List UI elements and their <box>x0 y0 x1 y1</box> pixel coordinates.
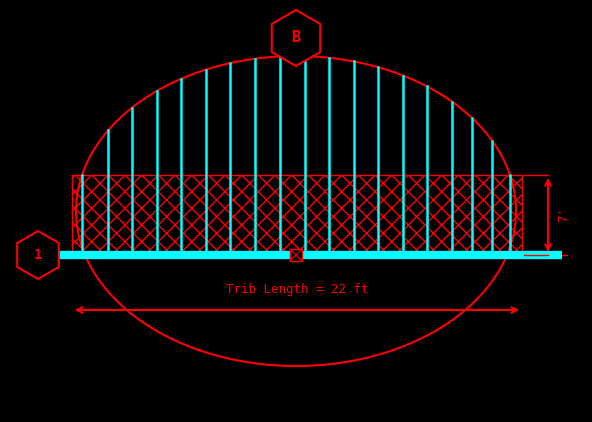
Polygon shape <box>17 231 59 279</box>
Text: B: B <box>291 30 301 46</box>
Text: 7': 7' <box>558 208 571 222</box>
Bar <box>72 175 522 255</box>
Bar <box>72 175 522 255</box>
Text: Trib Length = 22 ft: Trib Length = 22 ft <box>226 284 368 297</box>
Text: 1: 1 <box>34 248 42 262</box>
Bar <box>290 249 302 261</box>
Polygon shape <box>272 10 320 66</box>
